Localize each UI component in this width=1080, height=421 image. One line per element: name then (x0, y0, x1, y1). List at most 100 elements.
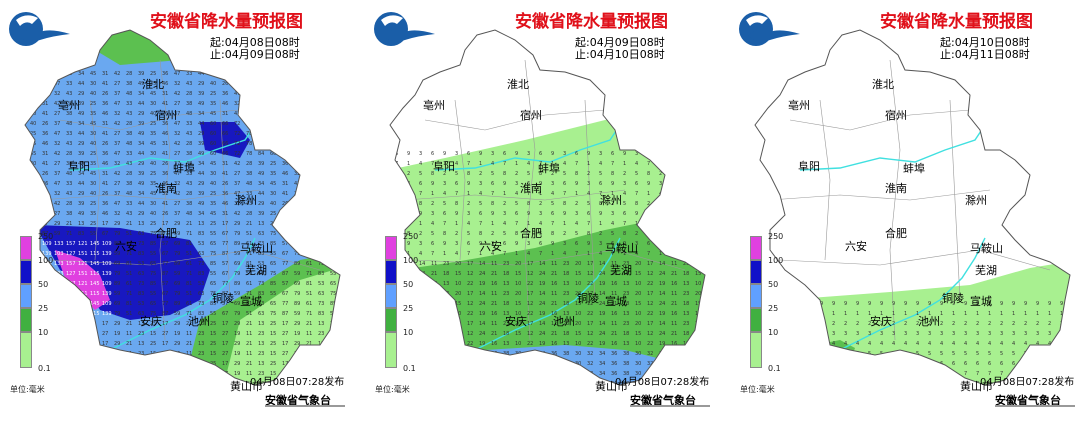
grid-value: 11 (306, 331, 312, 337)
grid-value: 10 (635, 311, 641, 317)
grid-value: 13 (258, 321, 264, 327)
province-map: 40 26 37 48 34 45 31 42 28 39 25 36 47 33 44 30 41 27 38 49… (24, 29, 341, 386)
grid-value: 14 (539, 261, 545, 267)
grid-value: 19 (659, 341, 665, 347)
grid-value: 36 (431, 381, 437, 387)
grid-value: 67 (222, 231, 228, 237)
grid-value: 21 (491, 271, 497, 277)
grid-value: 25 (90, 201, 96, 207)
grid-value: 84 (318, 121, 324, 127)
grid-value: 81 (306, 281, 312, 287)
grid-value: 13 (138, 221, 144, 227)
grid-value: 71 (66, 231, 72, 237)
grid-value: 21 (431, 271, 437, 277)
grid-value: 84 (258, 151, 264, 157)
grid-value: 13 (138, 321, 144, 327)
grid-value: 34 (318, 201, 324, 207)
grid-value: 2 (515, 171, 518, 177)
grid-value: 6 (1048, 361, 1051, 367)
grid-value: 78 (246, 151, 252, 157)
grid-value: 21 (126, 321, 132, 327)
grid-value: 1 (647, 191, 650, 197)
grid-value: 1 (1048, 311, 1051, 317)
grid-value: 5 (539, 231, 542, 237)
grid-value: 16 (491, 311, 497, 317)
grid-value: 7 (539, 251, 542, 257)
grid-value: 29 (258, 201, 264, 207)
grid-value: 81 (246, 261, 252, 267)
grid-value: 6 (671, 181, 674, 187)
grid-value: 30 (330, 111, 336, 117)
grid-value: 11 (66, 351, 72, 357)
grid-value: 21 (671, 331, 677, 337)
grid-value: 14 (419, 321, 425, 327)
grid-value: 2 (599, 231, 602, 237)
agency-subline (630, 405, 710, 407)
grid-value: 6 (527, 181, 530, 187)
grid-value: 9 (611, 181, 614, 187)
grid-value: 25 (330, 221, 336, 227)
grid-value: 42 (294, 81, 300, 87)
grid-value: 6 (1000, 361, 1003, 367)
grid-value: 29 (234, 341, 240, 347)
grid-value: 5 (796, 351, 799, 357)
grid-value: 3 (575, 211, 578, 217)
grid-value: 17 (102, 341, 108, 347)
grid-value: 30 (575, 381, 581, 387)
grid-value: 87 (282, 271, 288, 277)
grid-value: 40 (210, 81, 216, 87)
grid-value: 8 (479, 231, 482, 237)
grid-value: 27 (294, 91, 300, 97)
grid-value: 34 (539, 371, 545, 377)
grid-value: 9 (515, 241, 518, 247)
grid-value: 53 (258, 261, 264, 267)
grid-value: 75 (150, 311, 156, 317)
city-label: 亳州 (788, 99, 810, 112)
grid-value: 109 (102, 281, 112, 287)
grid-value: 59 (54, 231, 60, 237)
grid-value: 16 (671, 311, 677, 317)
grid-value: 6 (611, 151, 614, 157)
grid-value: 34 (78, 121, 84, 127)
grid-value: 18 (683, 301, 689, 307)
grid-value: 11 (246, 351, 252, 357)
grid-value: 19 (659, 311, 665, 317)
city-label: 宣城 (240, 295, 262, 308)
grid-value: 19 (659, 281, 665, 287)
grid-value: 7 (832, 371, 835, 377)
grid-value: 7 (964, 371, 967, 377)
grid-value: 1 (1060, 311, 1063, 317)
grid-value: 8 (515, 231, 518, 237)
grid-value: 6 (539, 151, 542, 157)
grid-value: 20 (515, 321, 521, 327)
grid-value: 9 (820, 391, 823, 397)
grid-value: 27 (42, 351, 48, 357)
grid-value: 4 (599, 251, 602, 257)
grid-value: 75 (270, 311, 276, 317)
grid-value: 2 (695, 171, 698, 177)
grid-value: 9 (904, 301, 907, 307)
grid-value: 8 (820, 381, 823, 387)
grid-value: 89 (114, 241, 120, 247)
grid-value: 23 (623, 261, 629, 267)
grid-value: 6 (659, 211, 662, 217)
grid-value: 21 (306, 321, 312, 327)
grid-value: 14 (599, 291, 605, 297)
grid-value: 41 (162, 101, 168, 107)
grid-value: 48 (186, 111, 192, 117)
grid-value: 32 (294, 171, 300, 177)
grid-value: 34 (539, 361, 545, 367)
grid-value: 17 (282, 321, 288, 327)
grid-value: 10 (515, 311, 521, 317)
grid-value: 20 (455, 261, 461, 267)
grid-value: 4 (395, 221, 398, 227)
grid-value: 30 (515, 381, 521, 387)
grid-value: 6 (611, 241, 614, 247)
grid-value: 81 (186, 281, 192, 287)
grid-value: 44 (138, 101, 144, 107)
grid-value: 25 (150, 121, 156, 127)
grid-value: 89 (174, 261, 180, 267)
grid-value: 25 (150, 71, 156, 77)
grid-value: 61 (306, 261, 312, 267)
grid-value: 23 (623, 291, 629, 297)
